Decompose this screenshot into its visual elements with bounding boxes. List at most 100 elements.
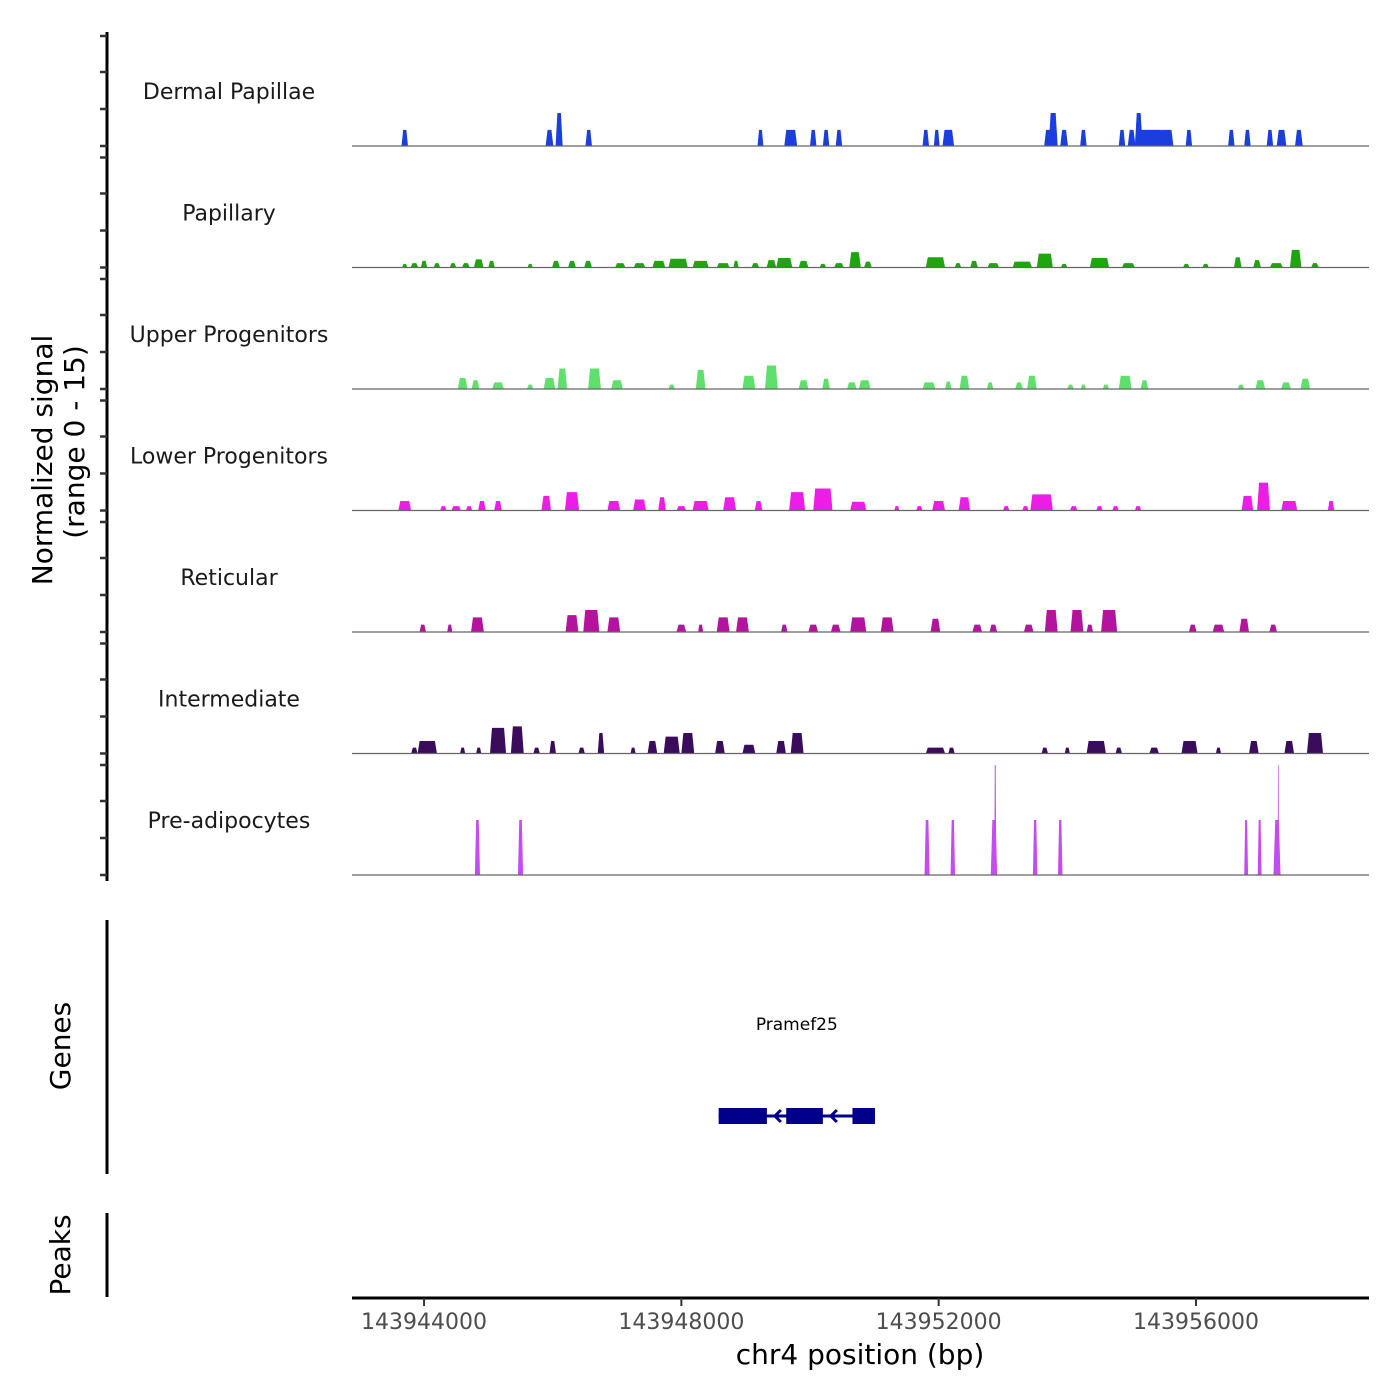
signal-peak	[1181, 741, 1198, 754]
signal-peak	[933, 129, 940, 146]
signal-peak	[1036, 253, 1053, 268]
signal-peak	[607, 500, 621, 511]
track-papillary: Papillary	[182, 202, 1369, 269]
signal-peak	[858, 380, 871, 389]
signal-peak	[1115, 747, 1122, 754]
signal-peak	[1276, 129, 1287, 146]
signal-peak	[1080, 129, 1087, 146]
signal-peak	[1281, 382, 1291, 389]
signal-peak	[492, 382, 504, 389]
track-label: Dermal Papillae	[143, 80, 315, 105]
signal-peak	[647, 741, 658, 754]
signal-peak	[798, 260, 809, 268]
signal-peak	[1233, 257, 1242, 268]
signal-peak	[1244, 129, 1251, 146]
signal-peak	[924, 820, 930, 875]
signal-peak	[1149, 747, 1159, 754]
signal-peak	[447, 624, 453, 632]
signal-peak	[766, 260, 777, 268]
track-label: Intermediate	[158, 688, 300, 713]
track-label: Pre-adipocytes	[148, 809, 311, 834]
genes-track: Genes Pramef25	[44, 920, 875, 1174]
y-axis-ticks	[100, 34, 107, 877]
y-axis-title-line-1: Normalized signal	[26, 335, 59, 586]
signal-peak	[585, 129, 592, 146]
signal-peak	[798, 380, 809, 389]
signal-peak	[916, 506, 923, 511]
x-tick-label: 143952000	[876, 1310, 1002, 1335]
signal-peak	[942, 129, 955, 146]
signal-peak	[948, 747, 955, 754]
signal-peak	[668, 258, 688, 268]
track-reticular: Reticular	[180, 566, 1369, 633]
signal-peak	[488, 260, 495, 268]
signal-peak	[1102, 384, 1110, 389]
signal-peak	[723, 497, 737, 511]
signal-peak	[588, 368, 601, 389]
signal-peak	[1244, 820, 1249, 875]
signal-peak	[1249, 741, 1259, 754]
signal-peak	[1277, 765, 1279, 875]
signal-peak	[1239, 618, 1250, 632]
gene-label: Pramef25	[756, 1015, 838, 1035]
signal-peak	[989, 624, 998, 632]
signal-peak	[1048, 113, 1058, 146]
signal-peak	[543, 378, 556, 389]
gene-pramef25: Pramef25	[718, 1015, 875, 1124]
signal-peak	[751, 263, 760, 268]
signal-peak	[1032, 820, 1038, 875]
signal-peak	[733, 260, 739, 268]
signal-peak	[692, 260, 709, 268]
gene-exon	[718, 1108, 767, 1124]
signal-peak	[494, 500, 502, 511]
signal-peak	[1044, 610, 1058, 632]
signal-peak	[1215, 747, 1222, 754]
signal-peak	[584, 260, 592, 268]
peaks-track-title: Peaks	[44, 1214, 77, 1295]
signal-peak	[557, 368, 568, 389]
signal-peak	[776, 257, 793, 268]
signal-peak	[1041, 747, 1049, 754]
signal-peak	[1112, 506, 1119, 511]
signal-peak	[819, 263, 827, 268]
signal-peak	[1002, 506, 1010, 511]
signal-peak	[652, 260, 666, 268]
signal-peak	[922, 382, 936, 389]
signal-peak	[692, 500, 709, 511]
signal-peak	[1069, 506, 1078, 511]
signal-tracks: Dermal Papillae Papillary Upper Progenitor…	[130, 80, 1369, 876]
signal-peak	[564, 492, 580, 511]
signal-peak	[1080, 384, 1086, 389]
signal-peak	[527, 263, 533, 268]
signal-peak	[970, 260, 978, 268]
signal-peak	[461, 263, 470, 268]
signal-peak	[742, 375, 756, 389]
strand-arrow-icon	[828, 1108, 838, 1124]
signal-peak	[471, 617, 484, 632]
signal-peak	[1127, 129, 1136, 146]
signal-peak	[695, 369, 706, 389]
signal-peak	[754, 500, 763, 511]
signal-peak	[715, 741, 725, 754]
track-upper-progenitors: Upper Progenitors	[130, 323, 1369, 390]
signal-peak	[1159, 129, 1174, 146]
signal-peak	[1311, 263, 1319, 268]
signal-peak	[1281, 500, 1298, 511]
signal-peak	[1295, 129, 1303, 146]
signal-peak	[489, 727, 507, 754]
signal-peak	[1057, 820, 1063, 875]
track-lower-progenitors: Lower Progenitors	[130, 445, 1369, 512]
y-axis-title: Normalized signal (range 0 - 15)	[26, 335, 91, 586]
signal-peak	[1266, 129, 1274, 146]
track-label: Lower Progenitors	[130, 445, 328, 470]
signal-peak	[545, 129, 554, 146]
signal-peak	[440, 506, 447, 511]
signal-peak	[549, 741, 556, 754]
signal-peak	[465, 506, 473, 511]
signal-peak	[849, 252, 861, 268]
signal-peak	[1138, 129, 1164, 146]
signal-peak	[1089, 257, 1110, 268]
signal-peak	[526, 384, 534, 389]
signal-peak	[597, 732, 605, 754]
